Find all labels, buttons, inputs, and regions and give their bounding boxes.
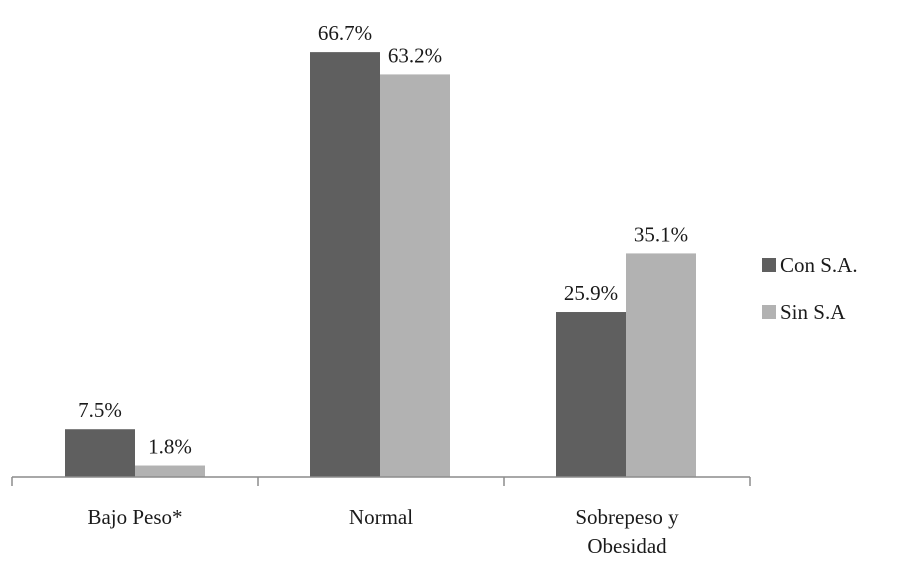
legend-label: Sin S.A — [780, 300, 846, 324]
legend: Con S.A. Sin S.A — [762, 253, 858, 324]
data-label: 25.9% — [564, 281, 618, 305]
bar — [310, 52, 380, 477]
data-label: 35.1% — [634, 222, 688, 246]
bar — [626, 253, 696, 477]
x-tick-label: Sobrepeso y Obesidad — [575, 505, 679, 556]
legend-swatch — [762, 258, 776, 272]
data-label: 66.7% — [318, 21, 372, 45]
data-labels-layer: 7.5% 66.7% 25.9% 1.8% 63.2% 35.1% — [78, 21, 688, 458]
x-axis: Bajo Peso* Normal Sobrepeso y Obesidad — [11, 476, 751, 558]
legend-label: Con S.A. — [780, 253, 858, 277]
bar — [380, 74, 450, 477]
bar — [135, 465, 205, 477]
legend-swatch — [762, 305, 776, 319]
bars-layer — [65, 52, 696, 477]
x-tick-label: Normal — [349, 505, 413, 529]
data-label: 1.8% — [148, 435, 192, 459]
bar — [556, 312, 626, 477]
x-tick-label: Bajo Peso* — [87, 505, 182, 529]
bar — [65, 429, 135, 477]
data-label: 63.2% — [388, 43, 442, 67]
data-label: 7.5% — [78, 398, 122, 422]
